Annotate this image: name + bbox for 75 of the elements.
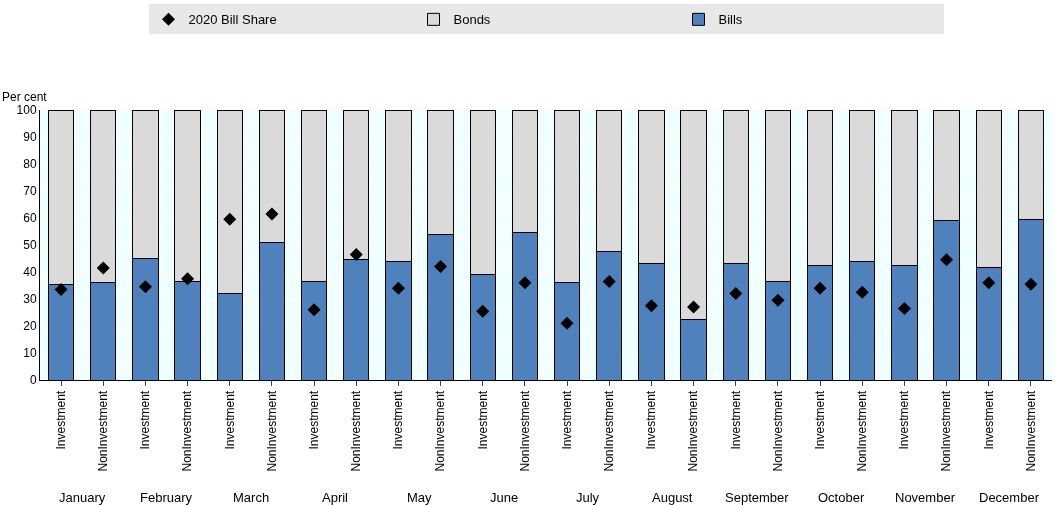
x-tick-label: NonInvestment	[433, 390, 448, 472]
y-tick-label: 60	[23, 211, 37, 226]
x-tick-label: NonInvestment	[180, 390, 195, 472]
x-tick-label: Investment	[981, 390, 996, 450]
point	[138, 280, 152, 294]
x-tick-label: NonInvestment	[349, 390, 364, 472]
point	[96, 261, 110, 275]
point	[1024, 277, 1038, 291]
text: December	[979, 490, 1040, 505]
x-tick-label: NonInvestment	[855, 390, 870, 472]
point	[223, 212, 237, 226]
legend-label: 2020 Bill Share	[188, 12, 277, 28]
y-tick-label: 80	[23, 157, 37, 172]
text: April	[322, 490, 349, 505]
x-tick-label: Investment	[222, 390, 237, 450]
point	[729, 287, 743, 301]
point	[307, 303, 321, 317]
x-tick-label: Investment	[644, 390, 659, 450]
text: November	[895, 490, 956, 505]
text: August	[652, 490, 693, 505]
y-tick-label: 0	[29, 373, 37, 388]
x-tick-label: NonInvestment	[770, 390, 785, 472]
y-tick-label: 100	[16, 103, 37, 118]
point	[54, 283, 68, 297]
x-tick-label: Investment	[728, 390, 743, 450]
y-tick-label: 40	[23, 265, 37, 280]
x-tick-label: NonInvestment	[1023, 390, 1038, 472]
point	[855, 285, 869, 299]
x-tick-label: NonInvestment	[686, 390, 701, 472]
y-tick-label: 30	[23, 292, 37, 307]
legend-label: Bills	[718, 12, 743, 28]
x-tick-label: NonInvestment	[264, 390, 279, 472]
x-tick-label: NonInvestment	[517, 390, 532, 472]
y-tick-label: 50	[23, 238, 37, 253]
point	[560, 316, 574, 330]
x-tick-label: Investment	[475, 390, 490, 450]
x-tick-label: Investment	[306, 390, 321, 450]
text: May	[407, 490, 433, 505]
x-tick-label: Investment	[812, 390, 827, 450]
x-tick-label: Investment	[559, 390, 574, 450]
y-tick-label: 20	[23, 319, 37, 334]
point	[181, 272, 195, 286]
x-tick-label: Investment	[53, 390, 68, 450]
text: June	[490, 490, 519, 505]
point	[265, 207, 279, 221]
x-tick-label: NonInvestment	[96, 390, 111, 472]
x-tick-label: Investment	[138, 390, 153, 450]
point	[602, 274, 616, 288]
point	[982, 276, 996, 290]
text: October	[818, 490, 865, 505]
point	[940, 253, 954, 267]
x-tick-label: Investment	[391, 390, 406, 450]
y-axis-title: Per cent	[2, 90, 48, 104]
text: February	[140, 490, 193, 505]
x-tick-label: NonInvestment	[939, 390, 954, 472]
point	[349, 247, 363, 261]
x-tick-label: NonInvestment	[602, 390, 617, 472]
y-tick-label: 90	[23, 130, 37, 145]
y-tick-label: 70	[23, 184, 37, 199]
point	[476, 304, 490, 318]
y-tick-label: 10	[23, 346, 37, 361]
point	[391, 281, 405, 295]
text: March	[233, 490, 270, 505]
legend-label: Bonds	[453, 12, 491, 28]
x-tick-label: Investment	[897, 390, 912, 450]
text: September	[725, 490, 790, 505]
point	[434, 260, 448, 274]
point	[771, 293, 785, 307]
text: January	[59, 490, 106, 505]
point	[897, 301, 911, 315]
point	[644, 299, 658, 313]
point	[518, 276, 532, 290]
text: July	[576, 490, 600, 505]
point	[813, 281, 827, 295]
point	[687, 300, 701, 314]
